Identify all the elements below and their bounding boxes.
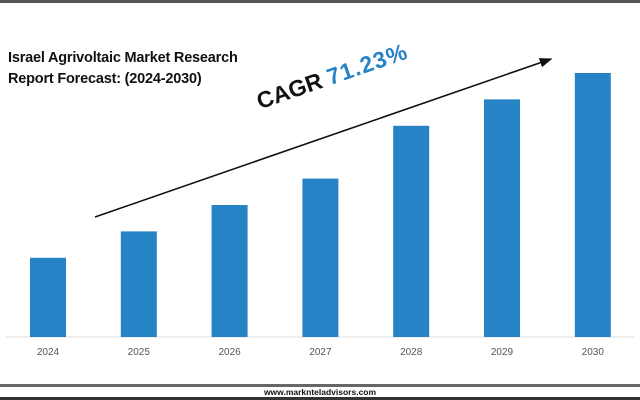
title-line-1: Israel Agrivoltaic Market Research xyxy=(8,50,238,66)
footer-url: www.marknteladvisors.com xyxy=(263,387,377,397)
x-tick-label: 2029 xyxy=(491,347,514,358)
x-tick-label: 2027 xyxy=(309,347,332,358)
x-tick-label: 2026 xyxy=(218,347,241,358)
bottom-border xyxy=(0,397,640,400)
footer-divider xyxy=(0,384,640,387)
x-tick-label: 2028 xyxy=(400,347,423,358)
bar-2024 xyxy=(30,257,66,337)
bar-chart: 2024 2025 2026 2027 2028 2029 2030 xyxy=(6,58,634,358)
chart-title: Israel Agrivoltaic Market Research Repor… xyxy=(8,48,238,90)
x-tick-label: 2030 xyxy=(582,347,605,358)
bar-2028 xyxy=(393,125,430,337)
x-tick-label: 2025 xyxy=(128,347,151,358)
bar-2030 xyxy=(574,73,611,337)
bar-2025 xyxy=(120,231,157,337)
top-border xyxy=(0,0,640,3)
growth-arrow xyxy=(94,58,553,218)
x-tick-label: 2024 xyxy=(37,347,60,358)
bar-2026 xyxy=(211,205,248,337)
bar-2027 xyxy=(302,178,339,337)
bar-2029 xyxy=(484,99,520,338)
title-line-2: Report Forecast: (2024-2030) xyxy=(8,71,202,87)
